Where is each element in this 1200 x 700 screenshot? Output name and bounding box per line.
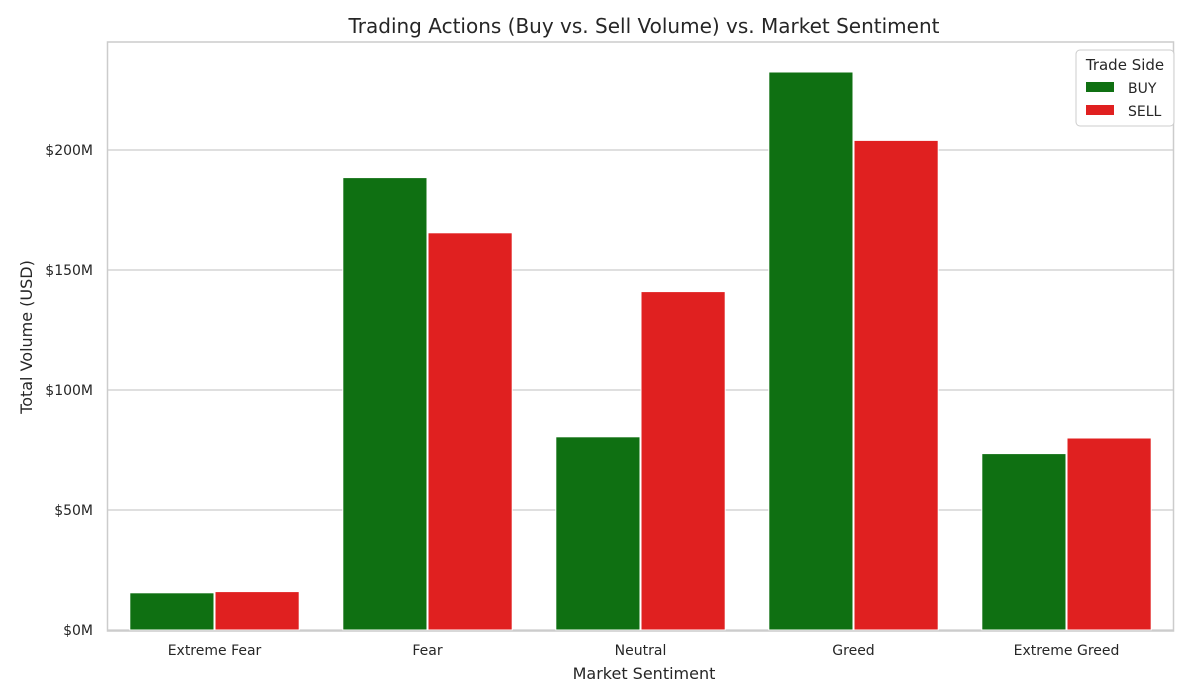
y-tick-label: $0M [63, 623, 93, 639]
y-tick-label: $100M [45, 383, 93, 399]
bars [130, 72, 1151, 630]
bar-buy-greed [769, 72, 853, 630]
x-tick-label: Extreme Fear [168, 643, 262, 659]
y-tick-label: $150M [45, 263, 93, 279]
legend-swatch-buy [1086, 82, 1114, 92]
x-tick-labels: Extreme Fear Fear Neutral Greed Extreme Gree… [168, 643, 1120, 659]
bar-buy-extreme-fear [130, 593, 214, 630]
legend-title: Trade Side [1085, 56, 1164, 74]
y-axis-label: Total Volume (USD) [17, 260, 36, 415]
legend-label-buy: BUY [1128, 81, 1157, 97]
x-axis-label: Market Sentiment [573, 664, 716, 683]
bar-sell-neutral [641, 292, 725, 630]
y-tick-labels: $0M $50M $100M $150M $200M [45, 143, 93, 639]
y-tick-label: $50M [54, 503, 93, 519]
chart-title: Trading Actions (Buy vs. Sell Volume) vs… [348, 14, 940, 38]
legend-swatch-sell [1086, 105, 1114, 115]
bar-buy-fear [343, 178, 427, 630]
x-tick-label: Fear [412, 643, 442, 659]
x-tick-label: Greed [832, 643, 874, 659]
legend: Trade Side BUY SELL [1076, 50, 1174, 126]
bar-sell-fear [428, 233, 512, 630]
legend-label-sell: SELL [1128, 104, 1162, 120]
x-tick-label: Neutral [615, 643, 667, 659]
x-tick-label: Extreme Greed [1014, 643, 1120, 659]
bar-sell-extreme-fear [215, 592, 299, 630]
y-tick-label: $200M [45, 143, 93, 159]
bar-buy-extreme-greed [982, 454, 1066, 630]
bar-sell-greed [854, 140, 938, 630]
bar-buy-neutral [556, 437, 640, 630]
bar-sell-extreme-greed [1067, 438, 1151, 630]
